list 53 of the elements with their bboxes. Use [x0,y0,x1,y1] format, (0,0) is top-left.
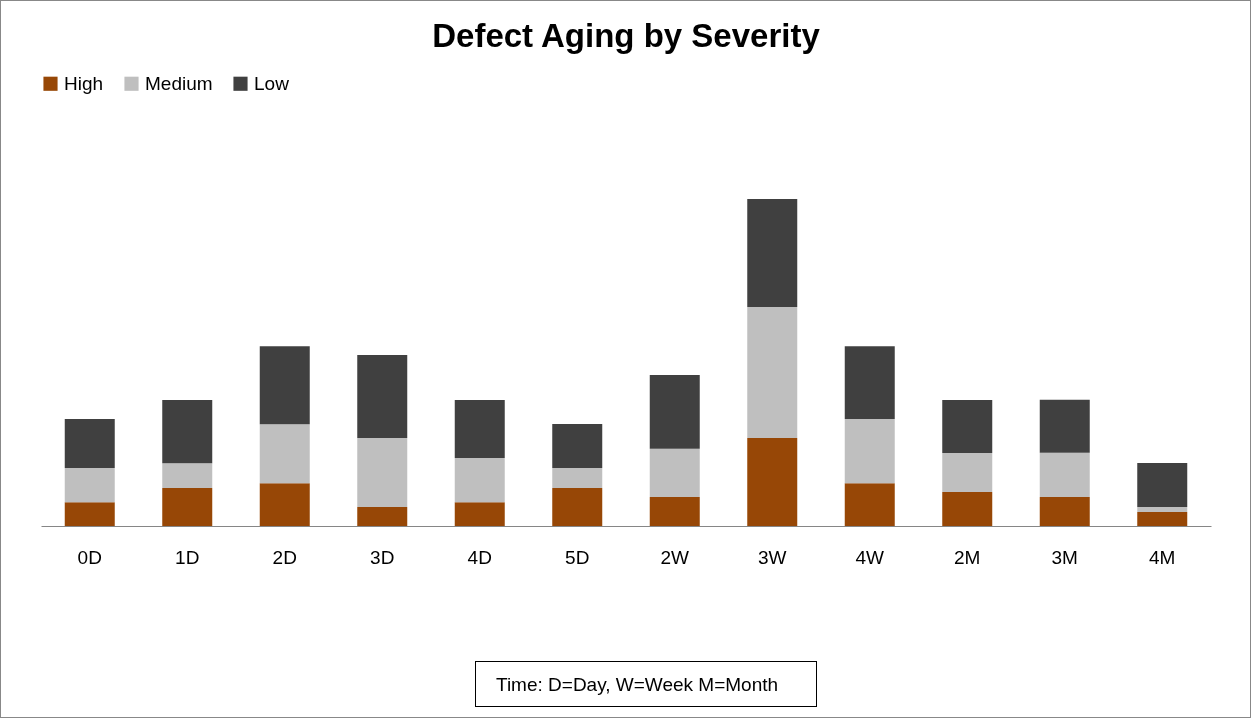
x-tick-label: 1D [175,546,200,568]
bar [942,491,993,526]
bar [454,502,505,526]
legend-label: Low [254,72,290,94]
bar [649,496,700,526]
bar [64,468,115,503]
bar [64,502,115,526]
bar [747,438,798,526]
bar [747,306,798,439]
x-tick-label: 5D [565,546,590,568]
bar [649,448,700,497]
x-tick-label: 2D [272,546,297,568]
bar [552,488,603,526]
bar [259,346,310,425]
legend-label: High [64,72,104,94]
bar [454,457,505,503]
bar [747,199,798,307]
x-tick-label: 4W [855,546,885,568]
bar [844,419,895,484]
bar [942,400,993,454]
bar [1137,507,1188,512]
bar [64,419,115,469]
x-tick-label: 0D [77,546,102,568]
bar [942,453,993,492]
bar [357,438,408,508]
bar [1137,511,1188,526]
bar [259,483,310,526]
bar [1137,462,1188,508]
x-tick-label: 3D [370,546,395,568]
chart-title: Defect Aging by Severity [432,17,821,54]
bar [162,463,213,489]
text: Time: D=Day, W=Week M=Month [475,661,818,707]
bar [1039,452,1090,497]
x-tick-label: 3W [758,546,787,568]
x-tick-label: 4D [467,546,492,568]
bar [454,400,505,458]
legend-label: Medium [145,72,213,94]
bar [357,354,408,439]
x-tick-label: 2M [954,546,981,568]
bar [1039,496,1090,526]
bar [357,507,408,526]
bar [844,483,895,526]
bar [259,424,310,484]
bar [552,468,603,489]
x-tick-label: 4M [1149,546,1176,568]
bar [1039,399,1090,453]
bar [552,423,603,469]
bar [162,400,213,464]
bar [162,488,213,526]
bar [649,374,700,449]
bar [844,346,895,420]
x-tick-label: 3M [1051,546,1078,568]
x-tick-label: 2W [660,546,690,568]
